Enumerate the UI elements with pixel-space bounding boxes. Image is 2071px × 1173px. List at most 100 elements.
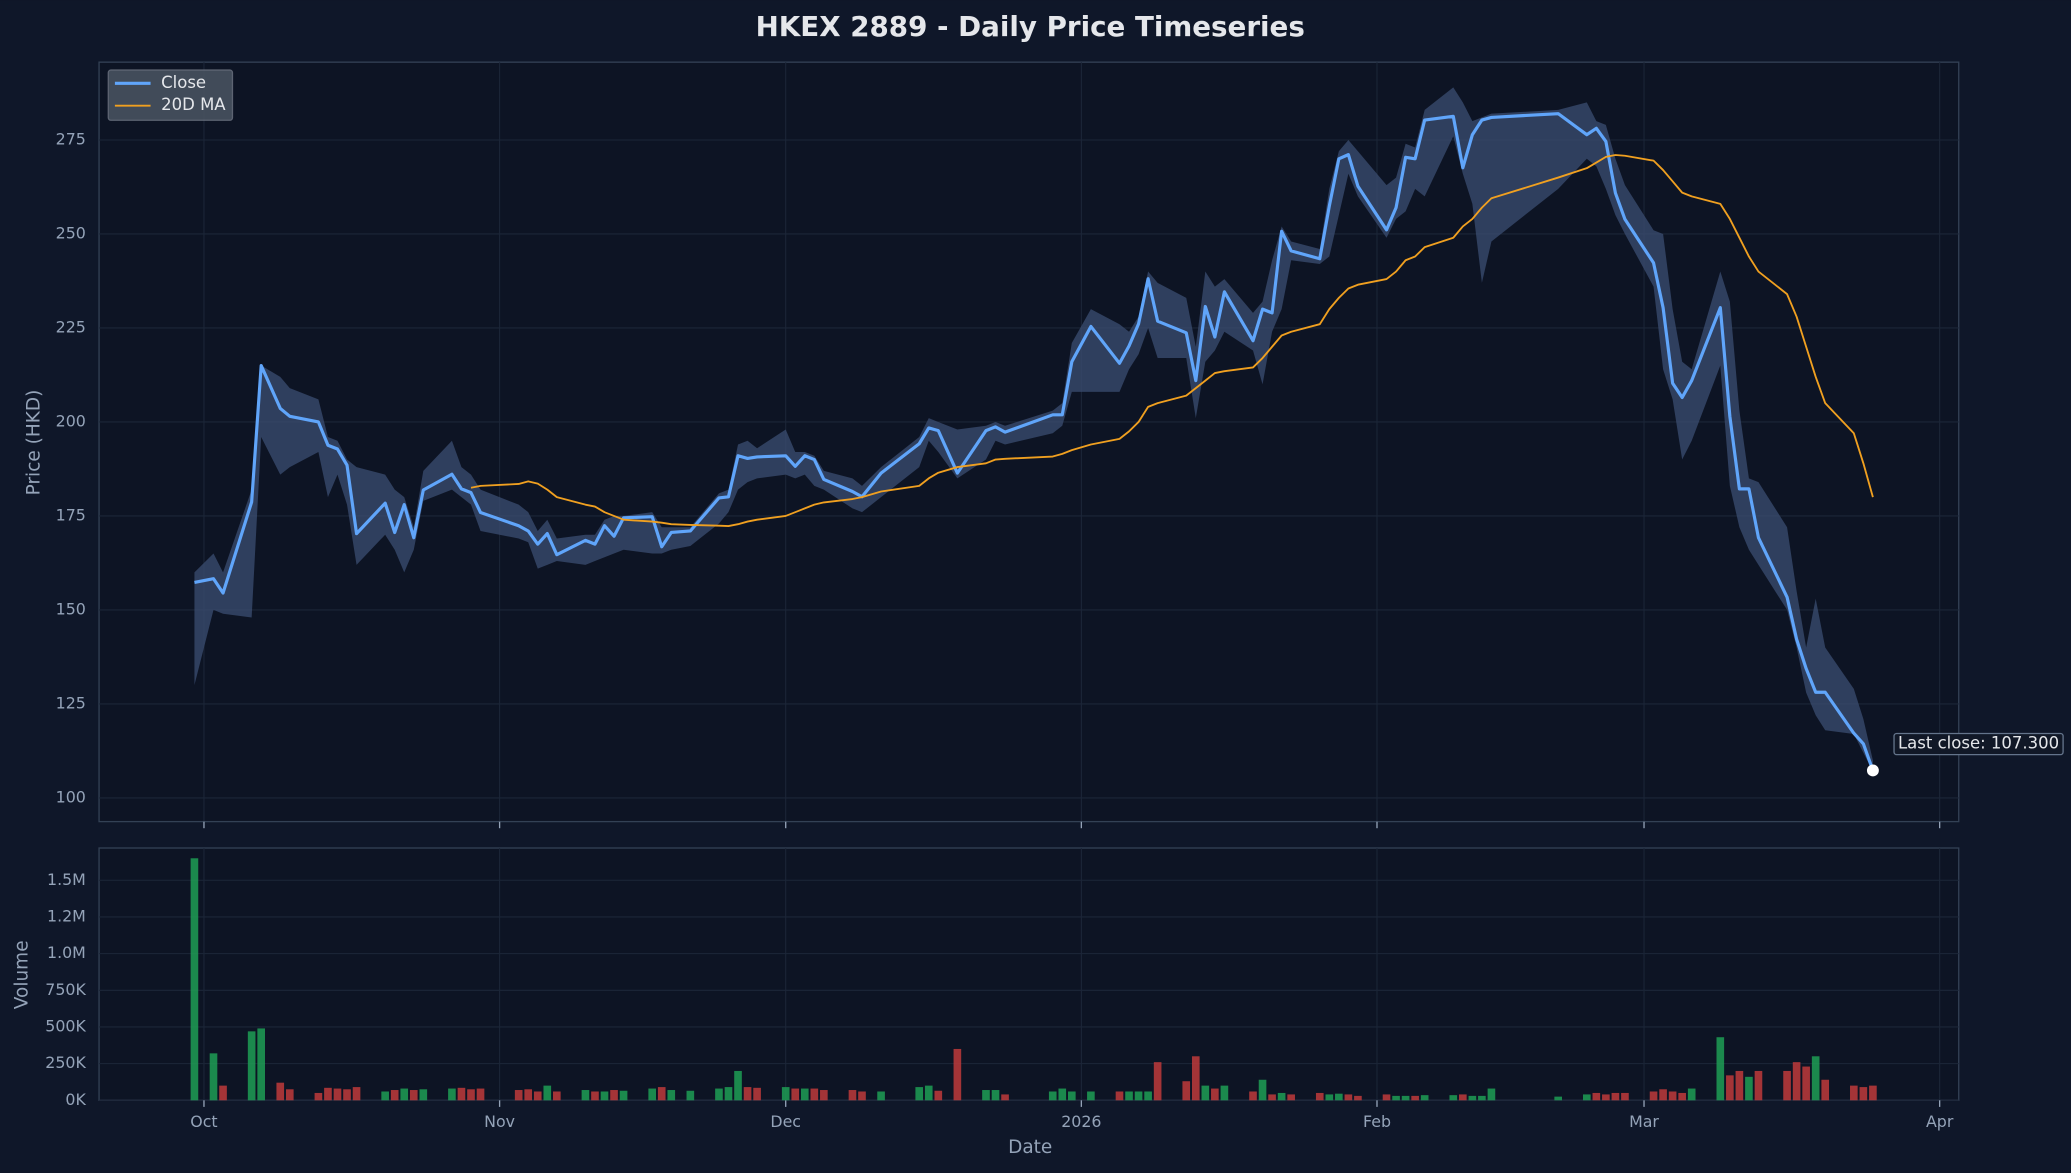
y-tick-label: 250K: [45, 1053, 86, 1072]
volume-bar: [1859, 1087, 1868, 1101]
volume-bar: [1382, 1094, 1391, 1101]
volume-bar: [448, 1088, 456, 1101]
volume-bar: [724, 1087, 733, 1101]
series-line: [470, 154, 1874, 528]
last-close-dot: [1866, 764, 1879, 777]
x-tick-label: Mar: [1629, 1112, 1659, 1131]
y-tick-label: 500K: [45, 1016, 86, 1035]
y-tick-label: 1.2M: [47, 906, 86, 925]
volume-bar: [991, 1090, 1000, 1101]
x-tick-label: 2026: [1061, 1112, 1101, 1131]
volume-bar: [1554, 1096, 1563, 1101]
volume-bar: [1115, 1091, 1124, 1101]
volume-bar: [1048, 1091, 1057, 1101]
volume-bar: [1621, 1092, 1629, 1101]
y-tick-label: 100: [56, 787, 86, 806]
volume-bar: [1783, 1070, 1791, 1101]
volume-bar: [457, 1087, 466, 1101]
volume-bar: [1335, 1093, 1343, 1101]
volume-bar: [1668, 1091, 1677, 1101]
volume-bar: [1354, 1095, 1362, 1101]
volume-bar: [648, 1088, 657, 1101]
volume-bar: [409, 1090, 418, 1101]
volume-bar: [1182, 1081, 1191, 1101]
volume-bar: [343, 1089, 351, 1101]
volume-bar: [333, 1088, 342, 1101]
volume-bar: [1811, 1056, 1820, 1101]
volume-bar: [314, 1092, 323, 1101]
volume-bar: [543, 1085, 552, 1101]
volume-bar: [352, 1087, 361, 1101]
volume-bar: [1487, 1088, 1496, 1101]
volume-bar: [276, 1082, 285, 1101]
y-tick-label: 200: [56, 411, 86, 430]
volume-bar: [1792, 1062, 1801, 1101]
volume-bar: [1401, 1095, 1410, 1101]
volume-bar: [390, 1090, 399, 1101]
x-tick-label: Feb: [1363, 1112, 1391, 1131]
y-tick-label: 175: [56, 505, 86, 524]
volume-bar: [715, 1088, 723, 1101]
volume-bar: [1191, 1056, 1200, 1101]
volume-bar: [1144, 1091, 1152, 1101]
volume-bar: [1468, 1095, 1477, 1101]
volume-bar: [1611, 1092, 1620, 1101]
volume-bar: [1277, 1092, 1286, 1101]
volume-bar: [219, 1085, 227, 1101]
volume-bar: [1754, 1070, 1763, 1101]
volume-bar: [400, 1088, 409, 1101]
volume-bar: [1582, 1094, 1591, 1101]
volume-bar: [1478, 1095, 1486, 1101]
volume-bar: [1678, 1092, 1686, 1101]
volume-bar: [1649, 1091, 1658, 1101]
annotation: Last close: 107.300: [1898, 734, 2059, 753]
volume-bar: [982, 1090, 990, 1101]
volume-bar: [1001, 1094, 1009, 1101]
volume-bar: [1134, 1091, 1143, 1101]
y-tick-label: 250: [56, 223, 86, 242]
volume-bar: [734, 1070, 742, 1101]
x-axis-label: Date: [1008, 1137, 1052, 1158]
volume-bar: [686, 1090, 695, 1101]
volume-bar: [1745, 1076, 1753, 1101]
volume-bar: [591, 1091, 599, 1101]
y-tick-label: 125: [56, 693, 86, 712]
series-line: [194, 112, 1875, 772]
volume-bar: [1869, 1085, 1877, 1101]
y-tick-label: 225: [56, 317, 86, 336]
volume-bar: [1087, 1091, 1095, 1101]
y-tick-label: 150: [56, 599, 86, 618]
volume-bar: [1659, 1089, 1667, 1101]
volume-bar: [247, 1031, 256, 1101]
volume-bar: [1325, 1094, 1334, 1101]
x-tick-label: Dec: [770, 1112, 801, 1131]
volume-bar: [419, 1089, 428, 1101]
legend-label: 20D MA: [161, 95, 226, 114]
volume-bar: [1726, 1075, 1734, 1101]
volume-bar: [1411, 1095, 1419, 1101]
x-tick-label: Oct: [190, 1112, 217, 1131]
x-tick-label: Apr: [1926, 1112, 1954, 1131]
y-tick-label: 1.5M: [47, 870, 86, 889]
y-tick-label: 1.0M: [47, 943, 86, 962]
volume-bar: [791, 1088, 800, 1101]
volume-bar: [285, 1089, 294, 1101]
y-tick-label: 0K: [65, 1090, 86, 1109]
volume-bar: [1687, 1088, 1696, 1101]
volume-bar: [667, 1090, 676, 1101]
volume-bar: [1392, 1095, 1400, 1101]
volume-bar: [1716, 1037, 1725, 1101]
volume-bar: [533, 1091, 542, 1101]
volume-bar: [1067, 1091, 1076, 1101]
volume-bar: [1592, 1092, 1601, 1101]
volume-bar: [1735, 1070, 1744, 1101]
volume-bar: [1287, 1094, 1295, 1101]
volume-bar: [800, 1088, 809, 1101]
volume-bar: [524, 1089, 533, 1101]
price-range-band: [194, 87, 1873, 772]
volume-bar: [915, 1087, 924, 1101]
volume-bar: [657, 1087, 666, 1101]
volume-bar: [553, 1091, 561, 1101]
